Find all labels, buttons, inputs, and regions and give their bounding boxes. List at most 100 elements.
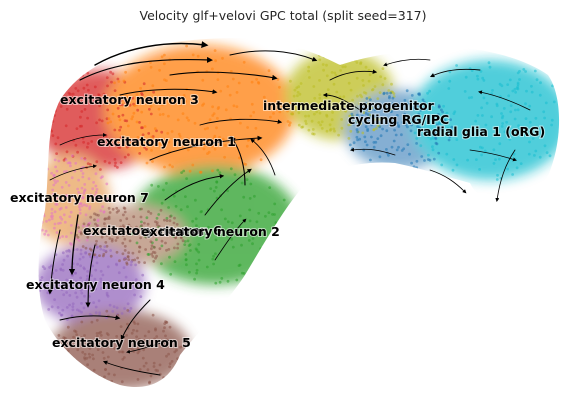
cell-point bbox=[448, 80, 451, 83]
cell-point bbox=[312, 85, 315, 88]
cell-point bbox=[33, 215, 36, 218]
cell-point bbox=[146, 162, 149, 165]
cell-point bbox=[372, 88, 375, 91]
cell-point bbox=[411, 94, 414, 97]
cell-point bbox=[186, 116, 189, 119]
cell-point bbox=[201, 79, 204, 82]
cell-point bbox=[96, 262, 99, 265]
cell-point bbox=[350, 59, 353, 62]
cell-point bbox=[233, 104, 236, 107]
cell-point bbox=[138, 152, 141, 155]
cell-point bbox=[110, 380, 113, 383]
cell-point bbox=[416, 160, 419, 163]
cell-point bbox=[144, 125, 147, 128]
cell-point bbox=[307, 115, 310, 118]
cell-point bbox=[382, 67, 385, 70]
cell-point bbox=[40, 176, 43, 179]
cell-point bbox=[151, 244, 154, 247]
cell-point bbox=[431, 145, 434, 148]
cell-point bbox=[528, 141, 531, 144]
cell-point bbox=[163, 166, 166, 169]
cell-point bbox=[127, 125, 130, 128]
cell-point bbox=[373, 146, 376, 149]
cell-point bbox=[95, 240, 98, 243]
cell-point bbox=[391, 165, 394, 168]
cell-point bbox=[124, 245, 127, 248]
cell-point bbox=[46, 126, 49, 129]
cell-point bbox=[113, 305, 116, 308]
cell-point bbox=[259, 247, 262, 250]
cell-point bbox=[89, 163, 92, 166]
cell-point bbox=[64, 221, 67, 224]
cell-point bbox=[239, 215, 242, 218]
cell-point bbox=[294, 219, 297, 222]
cell-point bbox=[47, 125, 50, 128]
cell-point bbox=[359, 94, 362, 97]
cell-point bbox=[106, 85, 109, 88]
cell-point bbox=[501, 117, 504, 120]
cell-point bbox=[242, 196, 245, 199]
cell-point bbox=[105, 250, 108, 253]
cell-point bbox=[535, 117, 538, 120]
cell-point bbox=[387, 89, 390, 92]
cell-point bbox=[139, 368, 142, 371]
cell-point bbox=[80, 302, 83, 305]
cell-point bbox=[296, 94, 299, 97]
cell-point bbox=[167, 115, 170, 118]
cell-point bbox=[249, 183, 252, 186]
cell-point bbox=[395, 134, 398, 137]
cell-point bbox=[384, 77, 387, 80]
cell-point bbox=[364, 140, 367, 143]
cell-point bbox=[95, 185, 98, 188]
cell-point bbox=[369, 73, 372, 76]
cell-point bbox=[333, 83, 336, 86]
cell-point bbox=[153, 246, 156, 249]
cell-point bbox=[47, 234, 50, 237]
cell-point bbox=[289, 80, 292, 83]
cell-point bbox=[41, 167, 44, 170]
cell-point bbox=[147, 330, 150, 333]
cell-point bbox=[197, 55, 200, 58]
cell-point bbox=[51, 208, 54, 211]
cell-point bbox=[415, 142, 418, 145]
cell-point bbox=[534, 150, 537, 153]
cell-point bbox=[349, 130, 352, 133]
cell-point bbox=[150, 240, 153, 243]
cell-point bbox=[45, 167, 48, 170]
cell-point bbox=[95, 121, 98, 124]
cell-point bbox=[139, 246, 142, 249]
cell-point bbox=[214, 252, 217, 255]
cell-point bbox=[162, 376, 165, 379]
cell-point bbox=[206, 266, 209, 269]
cell-point bbox=[61, 186, 64, 189]
cell-point bbox=[97, 214, 100, 217]
cell-point bbox=[61, 235, 64, 238]
cell-point bbox=[102, 382, 105, 385]
cell-point bbox=[82, 141, 85, 144]
cell-point bbox=[246, 145, 249, 148]
cell-point bbox=[215, 186, 218, 189]
cell-point bbox=[238, 264, 241, 267]
cell-point bbox=[56, 170, 59, 173]
cell-point bbox=[220, 277, 223, 280]
cell-point bbox=[319, 124, 322, 127]
cell-point bbox=[343, 53, 346, 56]
cell-point bbox=[160, 262, 163, 265]
cell-point bbox=[433, 158, 436, 161]
cell-point bbox=[54, 101, 57, 104]
cell-point bbox=[98, 299, 101, 302]
cell-point bbox=[374, 141, 377, 144]
cell-point bbox=[506, 168, 509, 171]
cell-point bbox=[148, 381, 151, 384]
cell-point bbox=[110, 255, 113, 258]
cell-point bbox=[49, 128, 52, 131]
cell-point bbox=[390, 83, 393, 86]
cell-point bbox=[82, 172, 85, 175]
cell-point bbox=[376, 137, 379, 140]
cell-point bbox=[426, 92, 429, 95]
cell-point bbox=[352, 54, 355, 57]
cell-point bbox=[150, 247, 153, 250]
cell-point bbox=[108, 117, 111, 120]
cell-point bbox=[121, 380, 124, 383]
cell-point bbox=[143, 365, 146, 368]
